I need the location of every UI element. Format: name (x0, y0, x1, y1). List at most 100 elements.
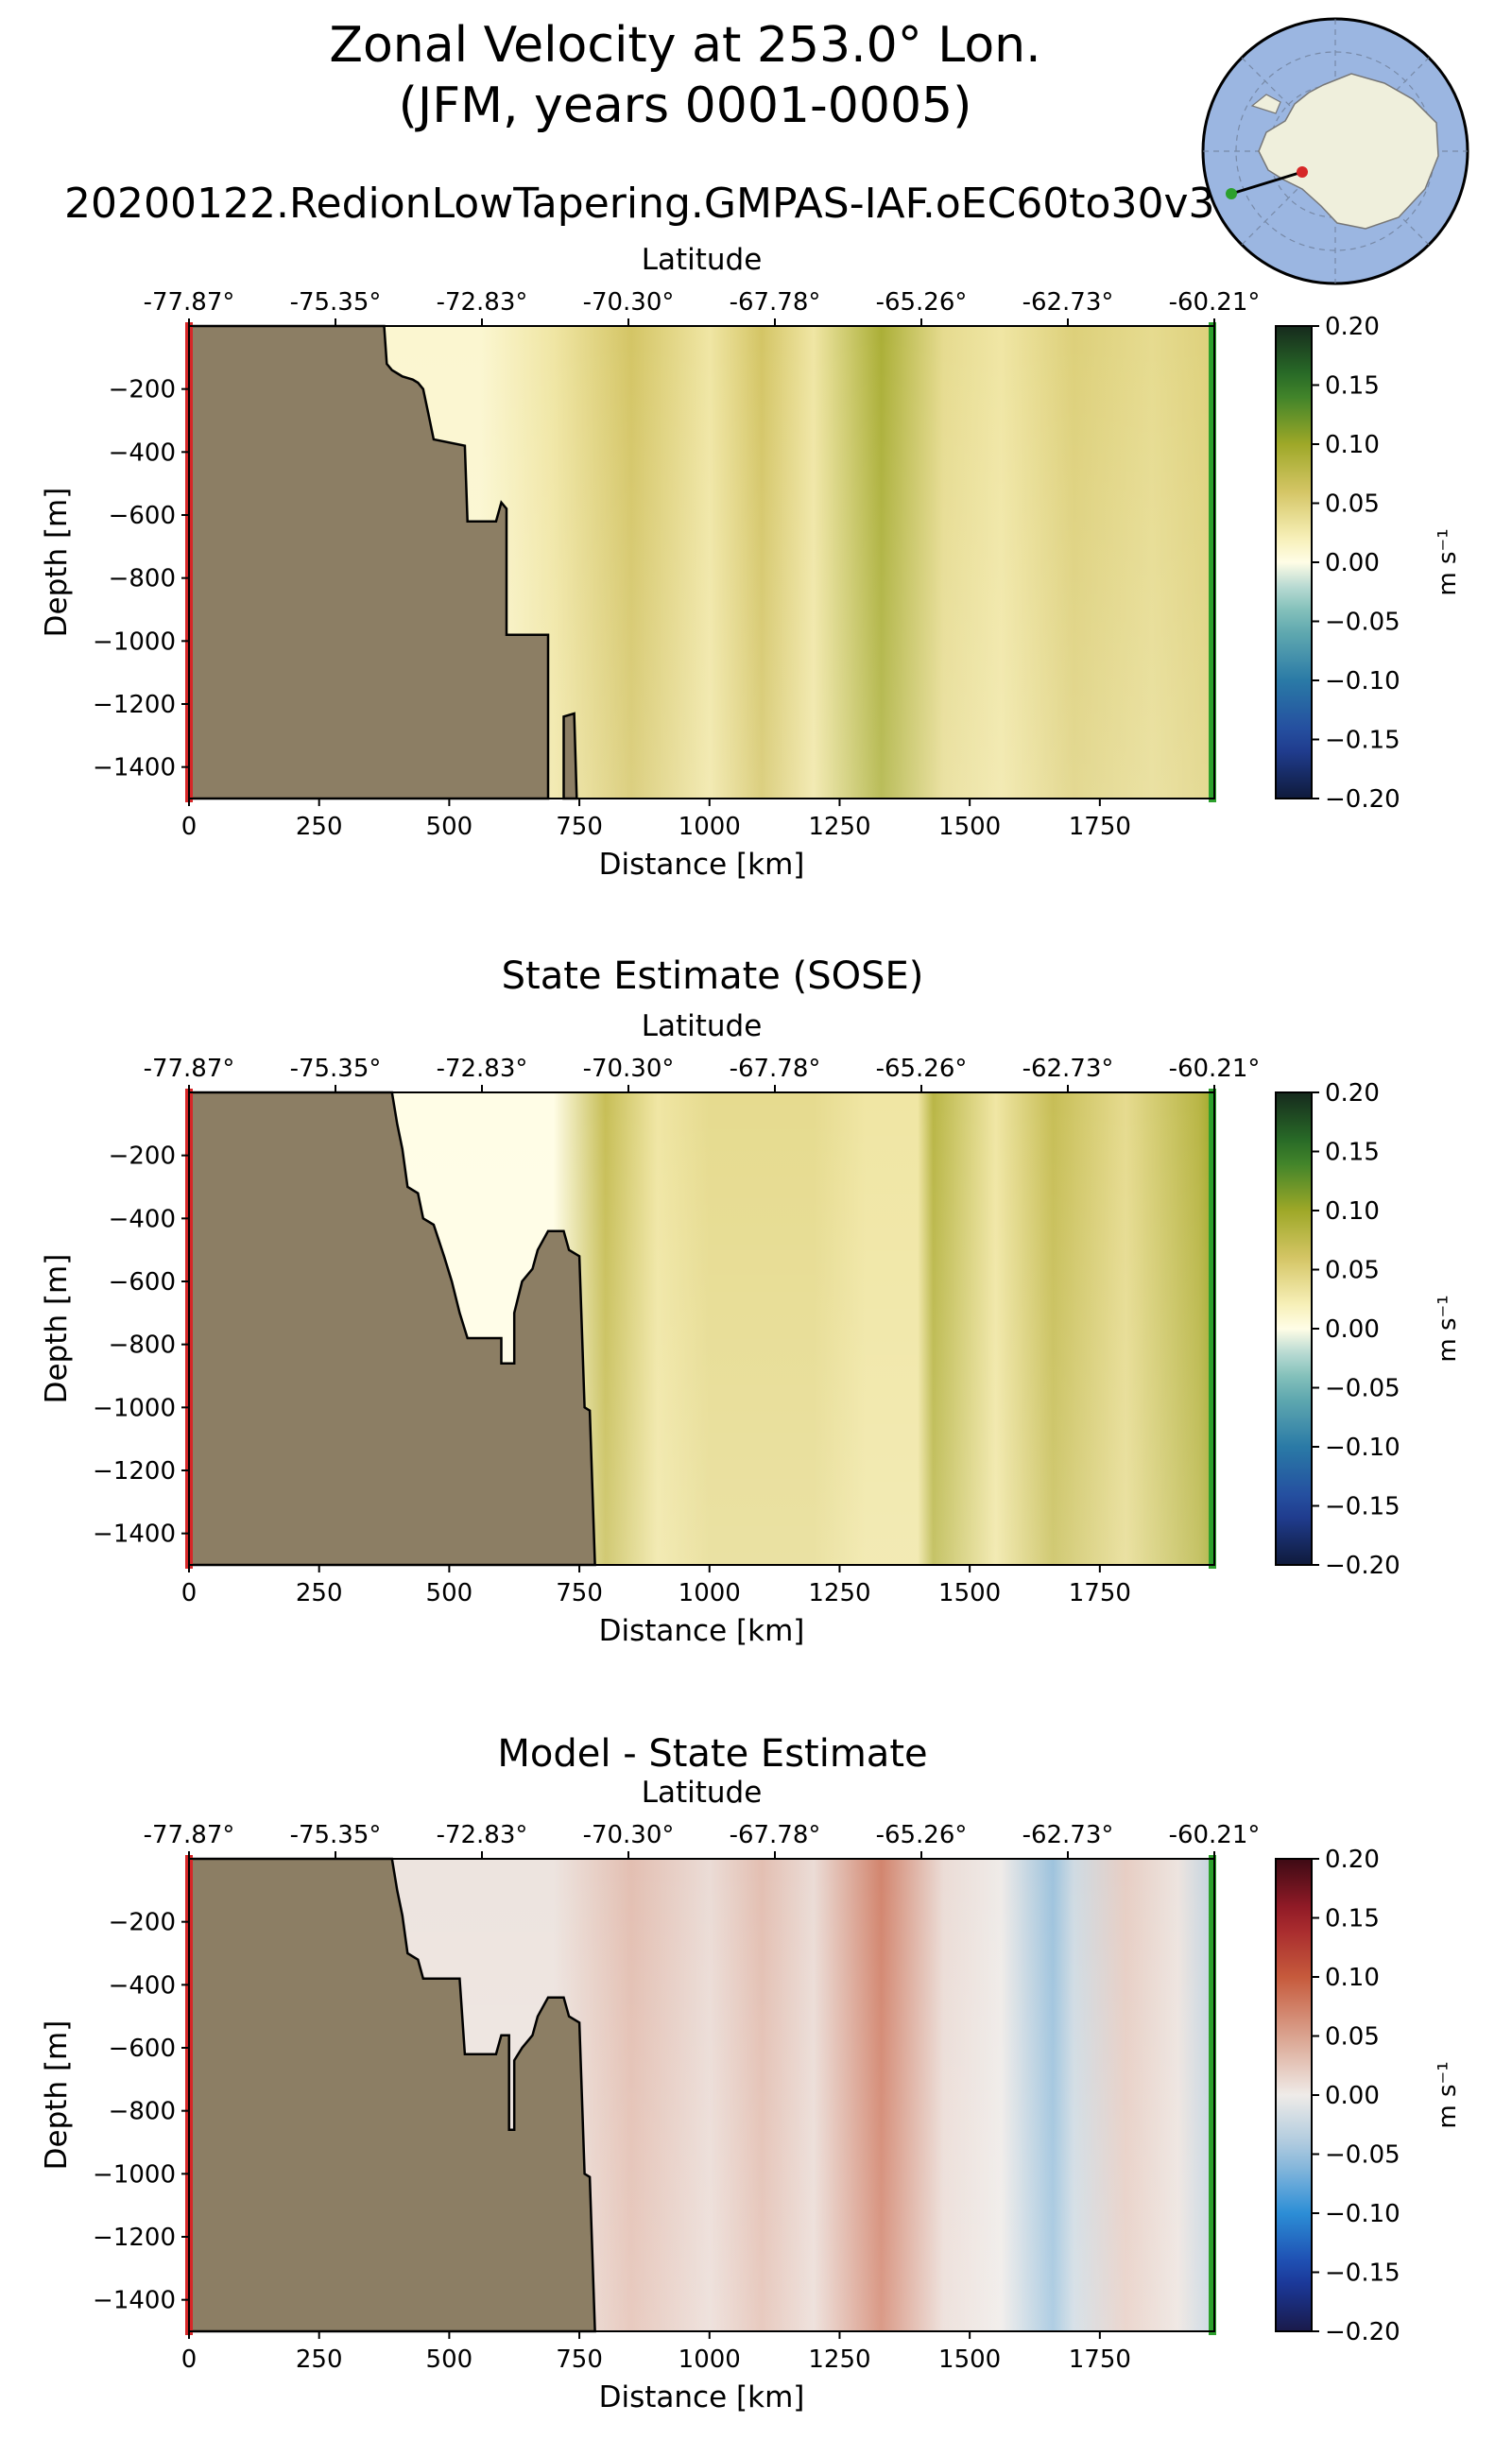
land-mask (187, 1091, 596, 1567)
x-tick-label: 1250 (808, 1579, 870, 1607)
x-tick-label: 1000 (679, 1579, 741, 1607)
y-tick-label: −200 (109, 1909, 176, 1937)
y-tick-label: −800 (109, 565, 176, 593)
lat-tick-label: -60.21° (1169, 1821, 1261, 1849)
colorbar-tick-label: 0.20 (1325, 1846, 1380, 1874)
x-tick-label: 1250 (808, 813, 870, 841)
y-tick-label: −200 (109, 1143, 176, 1171)
y-axis-label: Depth [m] (40, 2020, 74, 2171)
lat-tick-label: -70.30° (583, 1821, 675, 1849)
y-tick-label: −400 (109, 438, 176, 467)
lat-tick-label: -75.35° (290, 288, 382, 317)
lat-tick-label: -77.87° (144, 288, 235, 317)
x-tick-label: 250 (296, 2345, 343, 2374)
lat-tick-label: -72.83° (437, 1055, 528, 1083)
colorbar-tick-label: −0.20 (1325, 2318, 1400, 2346)
top-axis-label: Latitude (642, 1776, 763, 1810)
colorbar-tick-label: 0.15 (1325, 372, 1380, 401)
y-tick-label: −1200 (93, 691, 176, 719)
colorbar-tick-label: −0.15 (1325, 1493, 1400, 1521)
lat-tick-label: -72.83° (437, 1821, 528, 1849)
lat-tick-label: -77.87° (144, 1055, 235, 1083)
x-tick-label: 1500 (938, 813, 1001, 841)
colorbar-label: m s⁻¹ (1434, 1295, 1462, 1362)
x-tick-label: 750 (556, 813, 603, 841)
colorbar-label: m s⁻¹ (1434, 2061, 1462, 2128)
axes-frame (188, 325, 1215, 799)
y-axis-label: Depth [m] (40, 1254, 74, 1404)
axes-frame (188, 1858, 1215, 2332)
colorbar (1275, 325, 1313, 799)
x-tick-label: 250 (296, 1579, 343, 1607)
x-tick-label: 1250 (808, 2345, 870, 2374)
colorbar-tick-label: 0.00 (1325, 549, 1380, 577)
colorbar-tick-label: 0.00 (1325, 2082, 1380, 2110)
x-tick-label: 1500 (938, 1579, 1001, 1607)
y-tick-label: −600 (109, 2035, 176, 2063)
x-tick-label: 500 (426, 2345, 473, 2374)
lat-tick-label: -77.87° (144, 1821, 235, 1849)
panel-title-sose: State Estimate (SOSE) (501, 954, 924, 998)
y-tick-label: −1200 (93, 2224, 176, 2252)
y-tick-label: −800 (109, 2098, 176, 2126)
x-tick-label: 1000 (679, 2345, 741, 2374)
section-end-line (1209, 322, 1216, 802)
colorbar-tick-label: −0.20 (1325, 1552, 1400, 1580)
x-tick-label: 500 (426, 813, 473, 841)
colorbar-tick-label: −0.15 (1325, 2259, 1400, 2288)
lat-tick-label: -65.26° (876, 1821, 968, 1849)
x-tick-label: 0 (181, 2345, 198, 2374)
section-start-marker (1226, 188, 1237, 199)
section-end-line (1209, 1089, 1216, 1569)
colorbar-tick-label: −0.20 (1325, 785, 1400, 814)
lat-tick-label: -62.73° (1022, 1821, 1114, 1849)
y-axis-label: Depth [m] (40, 488, 74, 638)
seamount (562, 712, 578, 800)
lat-tick-label: -62.73° (1022, 288, 1114, 317)
panel-title-difference: Model - State Estimate (497, 1732, 928, 1776)
lat-tick-label: -60.21° (1169, 1055, 1261, 1083)
y-tick-label: −1400 (93, 2287, 176, 2315)
colorbar-tick-label: 0.05 (1325, 2023, 1380, 2052)
colorbar-tick-label: −0.05 (1325, 1375, 1400, 1403)
page-subtitle: (JFM, years 0001-0005) (398, 77, 972, 134)
section-panel-2: 0 250 500 750 1000 1250 1500 1750 Distance [km] -… (40, 1009, 1462, 1648)
lat-tick-label: -70.30° (583, 1055, 675, 1083)
lat-tick-label: -67.78° (730, 1055, 821, 1083)
x-axis-label: Distance [km] (599, 1614, 805, 1648)
land-mask (187, 1857, 596, 2333)
section-panel-1: 0 250 500 750 1000 1250 1500 1750 Distance [km] -… (40, 243, 1462, 882)
colorbar-tick-label: 0.05 (1325, 1257, 1380, 1285)
section-end-line (1209, 1855, 1216, 2335)
page-title: Zonal Velocity at 253.0° Lon. (329, 17, 1041, 74)
y-tick-label: −400 (109, 1205, 176, 1233)
y-tick-label: −200 (109, 376, 176, 404)
lat-tick-label: -75.35° (290, 1821, 382, 1849)
lat-tick-label: -75.35° (290, 1055, 382, 1083)
x-tick-label: 1750 (1069, 813, 1131, 841)
y-tick-label: −1000 (93, 1394, 176, 1422)
x-tick-label: 1750 (1069, 1579, 1131, 1607)
lat-tick-label: -65.26° (876, 1055, 968, 1083)
colorbar (1275, 1858, 1313, 2332)
colorbar-tick-label: 0.00 (1325, 1315, 1380, 1344)
colorbar-tick-label: 0.10 (1325, 431, 1380, 459)
y-tick-label: −1400 (93, 1521, 176, 1549)
x-axis-label: Distance [km] (599, 2380, 805, 2414)
colorbar-tick-label: −0.05 (1325, 2141, 1400, 2170)
colorbar (1275, 1091, 1313, 1566)
x-tick-label: 1000 (679, 813, 741, 841)
x-tick-label: 0 (181, 813, 198, 841)
colorbar-tick-label: 0.10 (1325, 1964, 1380, 1992)
y-tick-label: −1200 (93, 1457, 176, 1486)
colorbar-tick-label: 0.20 (1325, 313, 1380, 341)
x-axis-label: Distance [km] (599, 848, 805, 882)
top-axis-label: Latitude (642, 1009, 763, 1043)
lat-tick-label: -67.78° (730, 1821, 821, 1849)
x-tick-label: 750 (556, 1579, 603, 1607)
x-tick-label: 250 (296, 813, 343, 841)
colorbar-tick-label: 0.20 (1325, 1079, 1380, 1108)
colorbar-tick-label: −0.15 (1325, 727, 1400, 755)
run-name: 20200122.RedionLowTapering.GMPAS-IAF.oEC… (64, 180, 1215, 228)
